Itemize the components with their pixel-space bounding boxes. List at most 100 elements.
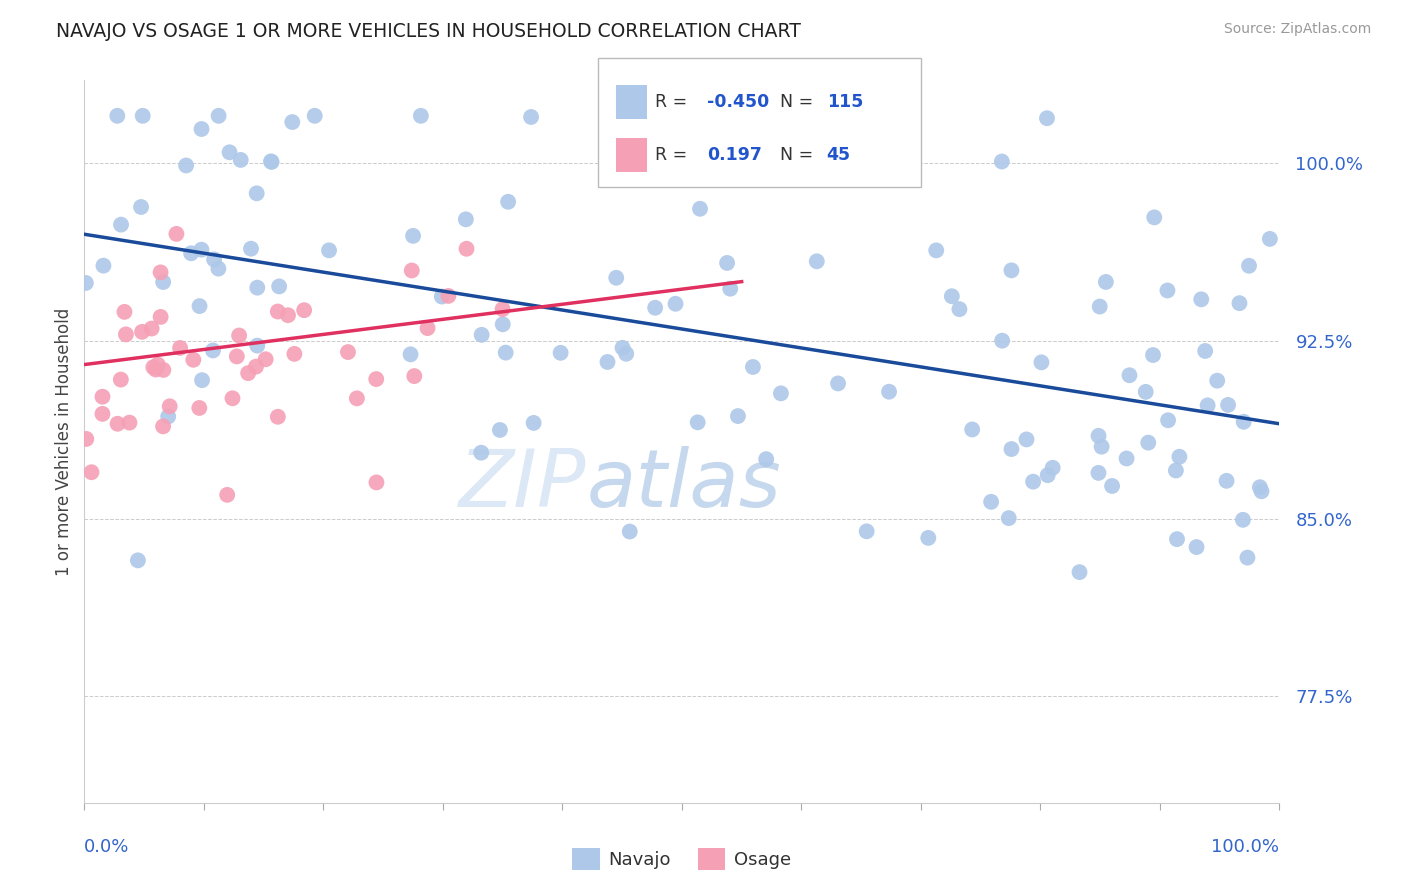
Point — [1135, 384, 1157, 399]
Point — [1042, 460, 1064, 475]
Point — [157, 409, 180, 424]
Point — [246, 186, 269, 201]
Point — [188, 299, 211, 313]
Point — [180, 246, 202, 260]
Point — [401, 263, 423, 277]
Point — [105, 109, 128, 123]
Y-axis label: 1 or more Vehicles in Household: 1 or more Vehicles in Household — [55, 308, 73, 575]
Point — [1236, 550, 1258, 565]
Point — [884, 158, 907, 172]
Point — [190, 243, 212, 257]
Point — [980, 495, 1002, 509]
Point — [336, 345, 359, 359]
Point — [454, 212, 477, 227]
Point — [742, 359, 765, 374]
Point — [277, 308, 299, 322]
Point — [292, 303, 315, 318]
Point — [1095, 275, 1118, 289]
Point — [1229, 296, 1251, 310]
Point — [1101, 479, 1123, 493]
Point — [1118, 368, 1140, 383]
Point — [1157, 413, 1180, 427]
Text: ZIP: ZIP — [458, 446, 586, 524]
Point — [146, 358, 169, 372]
Text: 45: 45 — [827, 146, 851, 164]
Point — [991, 334, 1014, 348]
Point — [267, 304, 290, 318]
Point — [991, 154, 1014, 169]
Point — [152, 419, 174, 434]
Point — [550, 346, 572, 360]
Text: 0.0%: 0.0% — [84, 838, 129, 856]
Point — [917, 531, 939, 545]
Point — [416, 321, 439, 335]
Point — [110, 218, 132, 232]
Point — [201, 343, 224, 358]
Text: 0.197: 0.197 — [707, 146, 762, 164]
Point — [827, 376, 849, 391]
Point — [471, 327, 494, 342]
Point — [1087, 466, 1109, 480]
Point — [191, 373, 214, 387]
Text: R =: R = — [655, 93, 693, 111]
Point — [997, 511, 1019, 525]
Point — [141, 321, 163, 335]
Point — [217, 488, 239, 502]
Point — [960, 422, 983, 436]
Point — [941, 289, 963, 303]
Point — [1194, 343, 1216, 358]
Point — [142, 360, 165, 375]
Point — [855, 524, 877, 539]
Point — [1022, 475, 1045, 489]
Point — [1215, 474, 1237, 488]
Text: N =: N = — [780, 146, 820, 164]
Point — [644, 301, 666, 315]
Legend: Navajo, Osage: Navajo, Osage — [565, 840, 799, 877]
Point — [246, 280, 269, 294]
Point — [129, 200, 152, 214]
Point — [596, 355, 619, 369]
Point — [75, 432, 97, 446]
Point — [149, 310, 172, 324]
Point — [131, 325, 153, 339]
Point — [207, 261, 229, 276]
Point — [260, 154, 283, 169]
Point — [346, 392, 368, 406]
Point — [183, 352, 205, 367]
Point — [1142, 348, 1164, 362]
Text: NAVAJO VS OSAGE 1 OR MORE VEHICLES IN HOUSEHOLD CORRELATION CHART: NAVAJO VS OSAGE 1 OR MORE VEHICLES IN HO… — [56, 22, 801, 41]
Point — [145, 362, 167, 376]
Point — [1258, 232, 1281, 246]
Point — [1143, 211, 1166, 225]
Point — [110, 373, 132, 387]
Point — [492, 318, 515, 332]
Point — [91, 407, 114, 421]
Text: Source: ZipAtlas.com: Source: ZipAtlas.com — [1223, 22, 1371, 37]
Point — [612, 341, 634, 355]
Point — [1115, 451, 1137, 466]
Point — [523, 416, 546, 430]
Point — [304, 109, 326, 123]
Point — [80, 465, 103, 479]
Point — [75, 276, 97, 290]
Point — [1000, 263, 1022, 277]
Point — [437, 289, 460, 303]
Point — [318, 244, 340, 258]
Point — [1237, 259, 1260, 273]
Point — [246, 338, 269, 352]
Point — [245, 359, 267, 374]
Point — [689, 202, 711, 216]
Point — [1185, 540, 1208, 554]
Point — [948, 302, 970, 317]
Point — [470, 446, 492, 460]
Point — [1137, 435, 1160, 450]
Point — [1015, 433, 1038, 447]
Point — [1233, 415, 1256, 429]
Point — [1088, 300, 1111, 314]
Text: N =: N = — [780, 93, 820, 111]
Point — [402, 228, 425, 243]
Point — [1250, 484, 1272, 499]
Point — [1031, 355, 1053, 369]
Point — [1197, 398, 1219, 412]
Point — [495, 345, 517, 359]
